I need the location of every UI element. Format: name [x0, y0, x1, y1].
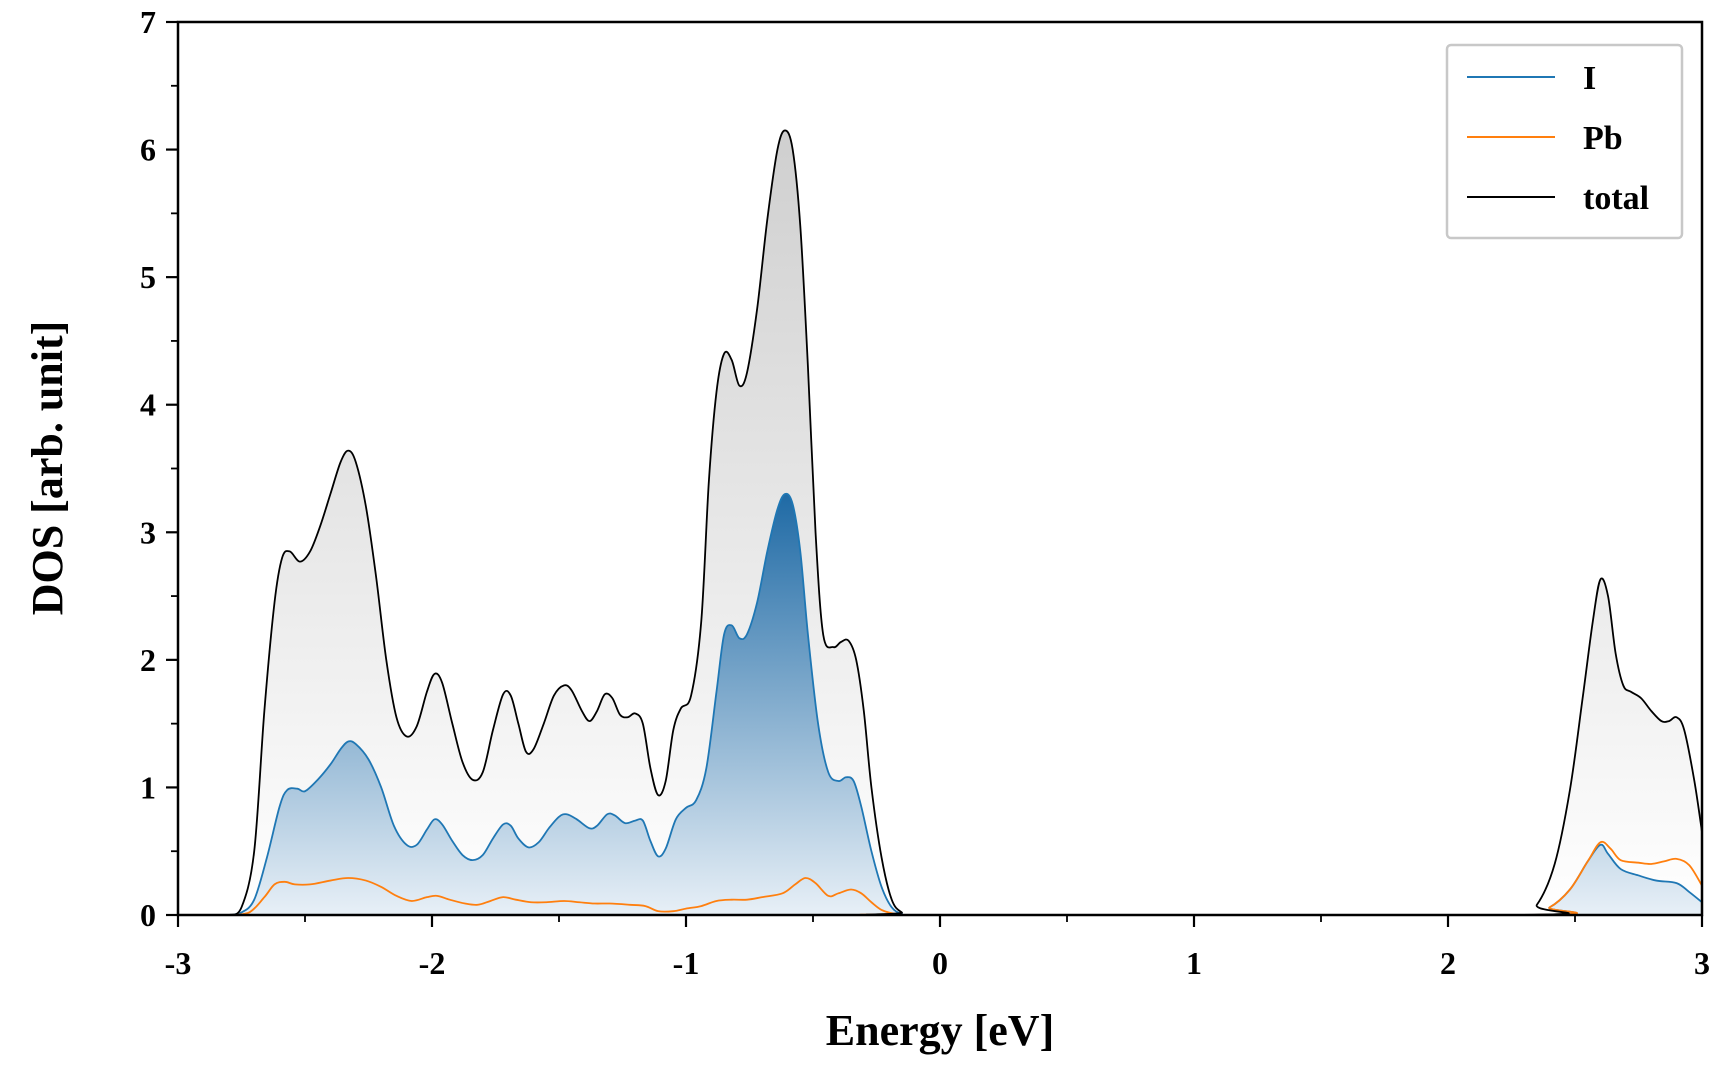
y-tick-label: 1: [140, 769, 156, 805]
x-tick-label: -2: [419, 945, 446, 981]
legend-box: [1445, 43, 1684, 240]
y-tick-label: 6: [140, 132, 156, 168]
series-fill-total: [228, 130, 1702, 915]
legend-label-total: total: [1583, 180, 1649, 217]
y-tick-label: 5: [140, 259, 156, 295]
legend-label-pb: Pb: [1583, 120, 1623, 157]
y-axis-label: DOS [arb. unit]: [23, 321, 72, 616]
series-line-total: [228, 129, 1702, 915]
x-tick-label: -1: [673, 945, 700, 981]
x-tick-label: -3: [165, 945, 192, 981]
plot-frame: [176, 20, 1704, 917]
y-tick-label: 7: [140, 4, 156, 40]
x-tick-label: 2: [1440, 945, 1456, 981]
series-line-pb: [228, 840, 1702, 915]
y-tick-label: 0: [140, 897, 156, 933]
y-tick-label: 3: [140, 514, 156, 550]
y-tick-label: 4: [140, 387, 156, 423]
legend-label-i: I: [1583, 60, 1596, 97]
series-fill-i: [228, 493, 1702, 915]
x-tick-label: 0: [932, 945, 948, 981]
legend: I Pb total: [1445, 43, 1684, 240]
y-tick-label: 2: [140, 642, 156, 678]
x-tick-label: 1: [1186, 945, 1202, 981]
x-tick-label: 3: [1694, 945, 1710, 981]
x-axis-label: Energy [eV]: [826, 1006, 1055, 1055]
